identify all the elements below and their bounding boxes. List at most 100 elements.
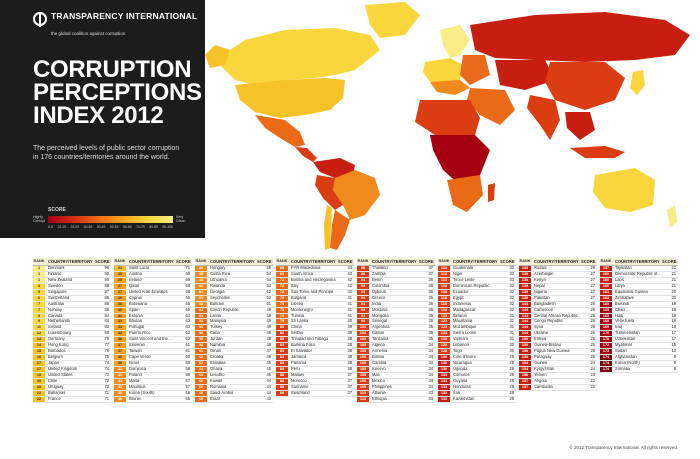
map-scandinavia [440, 25, 470, 58]
country-cell: Dominica [129, 366, 147, 371]
rank-cell: 64 [195, 366, 207, 372]
rank-cell: 150 [519, 337, 531, 343]
score-cell: 44 [266, 378, 271, 383]
table-row: 69 South Africa 43 [276, 271, 354, 278]
ranking-column: RANK COUNTRY/TERRITORY SCORE 113 Guatemala 33… [438, 258, 516, 403]
country-cell: Somalia [615, 366, 630, 371]
score-cell: 58 [185, 366, 190, 371]
table-row: 30 Botswana 65 [114, 301, 192, 308]
score-cell: 39 [347, 331, 352, 336]
rank-cell: 118 [438, 295, 450, 301]
score-cell: 55 [185, 396, 190, 401]
table-row: 105 Mexico 34 [357, 378, 435, 385]
rank-cell: 1 [33, 271, 45, 277]
table-row: 102 Argentina 35 [357, 325, 435, 332]
table-row: 94 Djibouti 36 [357, 289, 435, 296]
rank-cell: 169 [600, 325, 612, 331]
table-row: 62 Slovakia 46 [195, 361, 273, 367]
rank-cell: 48 [195, 271, 207, 277]
country-cell: Afghanistan [615, 355, 637, 360]
country-cell: Croatia [210, 355, 224, 360]
score-cell: 24 [590, 366, 595, 371]
rank-cell: 165 [600, 301, 612, 307]
table-row: 80 Trinidad and Tobago 39 [276, 337, 354, 344]
score-cell: 35 [428, 337, 433, 342]
country-cell: France [48, 396, 61, 401]
country-cell: Bahamas [48, 390, 66, 395]
table-row: 94 Senegal 36 [357, 319, 435, 326]
rank-cell: 75 [276, 301, 288, 307]
score-cell: 31 [509, 325, 514, 330]
rank-cell: 144 [519, 307, 531, 313]
header-rank: RANK [195, 259, 207, 263]
table-row: 94 India 36 [357, 301, 435, 308]
ranking-column-header: RANK COUNTRY/TERRITORY SCORE [357, 258, 435, 266]
rank-cell: 102 [357, 331, 369, 337]
rank-cell: 150 [519, 343, 531, 349]
table-row: 144 Central African Republic 26 [519, 313, 597, 320]
table-row: 17 United Kingdom 74 [33, 366, 111, 373]
table-row: 144 Cameroon 26 [519, 307, 597, 314]
map-new-zealand [667, 205, 677, 228]
country-cell: United Arab Emirates [129, 289, 168, 294]
country-cell: Uganda [453, 366, 468, 371]
country-cell: Colombia [372, 283, 390, 288]
score-cell: 39 [347, 325, 352, 330]
country-cell: Cameroon [534, 307, 554, 312]
map-japan [630, 70, 645, 95]
table-row: 105 Bolivia 34 [357, 355, 435, 361]
country-cell: Barbados [48, 349, 66, 354]
table-row: 105 Kosovo 34 [357, 366, 435, 373]
country-cell: Japan [48, 361, 60, 365]
table-row: 13 Germany 79 [33, 337, 111, 344]
score-cell: 71 [104, 396, 109, 401]
score-cell: 82 [104, 325, 109, 330]
map-canada [215, 28, 380, 85]
table-row: 144 Syria 26 [519, 325, 597, 332]
rank-cell: 105 [357, 378, 369, 384]
ranking-column: RANK COUNTRY/TERRITORY SCORE 133 Russia 28 139… [519, 258, 597, 391]
score-cell: 42 [347, 277, 352, 282]
country-cell: Cambodia [534, 384, 553, 389]
score-cell: 40 [347, 319, 352, 324]
table-row: 69 Brazil 43 [195, 396, 273, 403]
score-cell: 60 [185, 361, 190, 365]
score-cell: 54 [266, 277, 271, 282]
country-cell: Kazakhstan [453, 396, 475, 401]
country-cell: Saint Vincent and the Grenadines [129, 337, 176, 342]
score-cell: 17 [671, 337, 676, 342]
rank-cell: 113 [357, 396, 369, 402]
table-row: 83 El Salvador 38 [276, 349, 354, 356]
score-cell: 45 [266, 366, 271, 371]
country-cell: Taiwan [129, 349, 142, 354]
score-cell: 20 [671, 289, 676, 294]
rank-cell: 173 [600, 349, 612, 355]
table-row: 20 Chile 72 [33, 378, 111, 385]
rank-cell: 6 [33, 295, 45, 301]
table-row: 118 Indonesia 32 [438, 301, 516, 308]
score-cell: 36 [428, 277, 433, 282]
ranking-column: RANK COUNTRY/TERRITORY SCORE 46 Hungary 55 48 C… [195, 258, 273, 403]
rank-cell: 46 [114, 396, 126, 402]
header-country: COUNTRY/TERRITORY [453, 259, 498, 264]
table-row: 163 Equatorial Guinea 20 [600, 289, 678, 296]
country-cell: Chad [615, 307, 625, 312]
country-cell: Israel [129, 361, 140, 365]
rank-cell: 157 [519, 378, 531, 384]
rank-cell: 123 [438, 319, 450, 325]
country-cell: Mauritania [453, 319, 473, 324]
country-cell: Malta [129, 378, 140, 383]
country-cell: United Kingdom [48, 366, 78, 371]
rank-cell: 16 [33, 355, 45, 360]
rank-cell: 51 [195, 289, 207, 295]
rank-cell: 133 [438, 372, 450, 378]
table-row: 150 Eritrea 25 [519, 337, 597, 344]
score-cell: 88 [104, 283, 109, 288]
rank-cell: 128 [438, 349, 450, 355]
country-cell: China [291, 325, 302, 330]
country-cell: Greece [372, 295, 386, 300]
table-row: 54 Latvia 49 [195, 313, 273, 320]
rank-cell: 43 [114, 384, 126, 390]
country-cell: Switzerland [48, 295, 70, 300]
map-eastern-europe [460, 55, 490, 85]
